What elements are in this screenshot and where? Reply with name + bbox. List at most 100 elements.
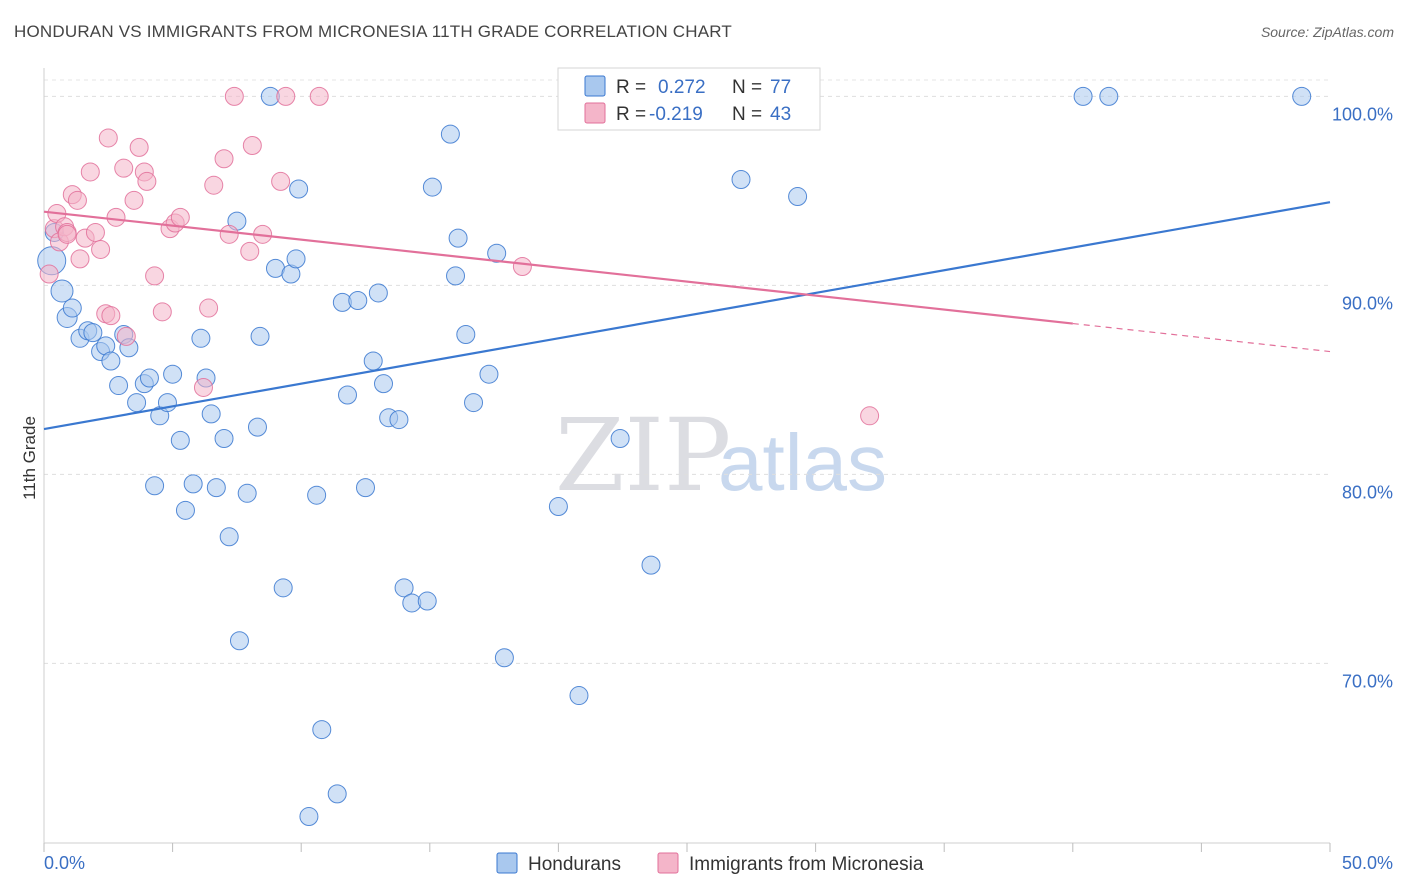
- chart-title: HONDURAN VS IMMIGRANTS FROM MICRONESIA 1…: [14, 22, 733, 41]
- point-micronesia: [219, 224, 239, 244]
- point-micronesia: [214, 149, 234, 169]
- point-hondurans: [286, 249, 306, 269]
- point-hondurans: [788, 187, 808, 207]
- series-legend-swatch-micronesia: [657, 852, 679, 874]
- point-micronesia: [124, 190, 144, 210]
- point-hondurans: [368, 283, 388, 303]
- point-micronesia: [116, 326, 136, 346]
- point-micronesia: [240, 241, 260, 261]
- point-hondurans: [456, 325, 476, 345]
- legend-n-label-hondurans: N =: [732, 77, 762, 98]
- point-micronesia: [145, 266, 165, 286]
- point-hondurans: [175, 500, 195, 520]
- y-tick-label: 80.0%: [1342, 482, 1393, 502]
- point-hondurans: [101, 351, 121, 371]
- trend-line-micronesia-extension: [1072, 322, 1331, 353]
- point-micronesia: [70, 249, 90, 269]
- trend-line-hondurans: [43, 201, 1331, 431]
- legend-swatch-hondurans: [584, 75, 606, 97]
- point-hondurans: [440, 124, 460, 144]
- point-micronesia: [129, 137, 149, 157]
- point-micronesia: [91, 239, 111, 259]
- point-hondurans: [145, 476, 165, 496]
- y-tick-label: 90.0%: [1342, 293, 1393, 313]
- legend-swatch-micronesia: [584, 102, 606, 124]
- point-micronesia: [276, 86, 296, 106]
- series-legend-label-hondurans: Hondurans: [528, 854, 621, 875]
- y-axis-label: 11th Grade: [20, 416, 39, 500]
- point-hondurans: [641, 555, 661, 575]
- trend-lines: [43, 201, 1331, 431]
- point-hondurans: [1292, 86, 1312, 106]
- point-hondurans: [237, 483, 257, 503]
- point-hondurans: [1073, 86, 1093, 106]
- point-hondurans: [337, 385, 357, 405]
- point-micronesia: [106, 207, 126, 227]
- point-hondurans: [389, 410, 409, 430]
- point-hondurans: [422, 177, 442, 197]
- y-tick-labels: 70.0% 80.0% 90.0% 100.0%: [1332, 104, 1393, 691]
- point-hondurans: [312, 720, 332, 740]
- point-hondurans: [569, 686, 589, 706]
- point-micronesia: [860, 406, 880, 426]
- point-micronesia: [512, 256, 532, 276]
- point-micronesia: [85, 222, 105, 242]
- point-hondurans: [446, 266, 466, 286]
- point-hondurans: [229, 631, 249, 651]
- point-hondurans: [250, 326, 270, 346]
- point-hondurans: [273, 578, 293, 598]
- point-micronesia: [199, 298, 219, 318]
- point-hondurans: [50, 279, 74, 303]
- watermark-zip: ZIP: [555, 397, 731, 514]
- legend-r-value-micronesia: -0.219: [649, 104, 703, 125]
- gridlines: [44, 79, 1330, 664]
- watermark-atlas: atlas: [718, 418, 887, 507]
- series-legend-label-micronesia: Immigrants from Micronesia: [689, 854, 924, 875]
- legend-r-value-hondurans: 0.272: [658, 77, 706, 98]
- point-hondurans: [374, 374, 394, 394]
- trend-line-micronesia: [43, 210, 1073, 325]
- point-micronesia: [67, 190, 87, 210]
- legend-n-value-hondurans: 77: [770, 77, 791, 98]
- series-legend-swatch-hondurans: [496, 852, 518, 874]
- stats-legend: R = 0.272 N = 77 R = -0.219 N = 43: [557, 67, 821, 131]
- point-micronesia: [80, 162, 100, 182]
- point-hondurans: [348, 291, 368, 310]
- point-hondurans: [206, 478, 226, 498]
- point-hondurans: [327, 784, 347, 804]
- point-micronesia: [224, 86, 244, 106]
- point-micronesia: [98, 128, 118, 148]
- y-tick-label: 70.0%: [1342, 671, 1393, 691]
- point-micronesia: [242, 136, 262, 155]
- point-micronesia: [152, 302, 172, 322]
- legend-n-label-micronesia: N =: [732, 104, 762, 125]
- point-hondurans: [307, 485, 327, 505]
- point-hondurans: [247, 417, 267, 437]
- point-hondurans: [163, 364, 183, 384]
- point-micronesia: [193, 377, 213, 397]
- point-hondurans: [356, 478, 375, 498]
- legend-r-label-micronesia: R =: [616, 104, 646, 125]
- legend-r-label-hondurans: R =: [616, 77, 646, 98]
- point-hondurans: [219, 527, 239, 547]
- point-hondurans: [417, 591, 437, 611]
- point-micronesia: [170, 207, 190, 227]
- point-hondurans: [289, 179, 309, 199]
- point-hondurans: [448, 228, 468, 248]
- x-tick-label-max: 50.0%: [1342, 853, 1393, 873]
- point-micronesia: [57, 224, 77, 244]
- point-micronesia: [309, 86, 329, 106]
- point-hondurans: [548, 497, 568, 517]
- point-hondurans: [394, 578, 414, 598]
- point-hondurans: [62, 298, 82, 318]
- point-hondurans: [464, 393, 484, 413]
- x-tick-label-min: 0.0%: [44, 853, 85, 873]
- point-micronesia: [204, 175, 224, 195]
- point-hondurans: [214, 428, 234, 448]
- point-hondurans: [494, 648, 514, 668]
- point-hondurans: [191, 328, 211, 348]
- watermark: ZIP atlas: [555, 397, 887, 514]
- point-hondurans: [731, 170, 751, 190]
- y-tick-label: 100.0%: [1332, 104, 1393, 124]
- point-hondurans: [183, 474, 203, 494]
